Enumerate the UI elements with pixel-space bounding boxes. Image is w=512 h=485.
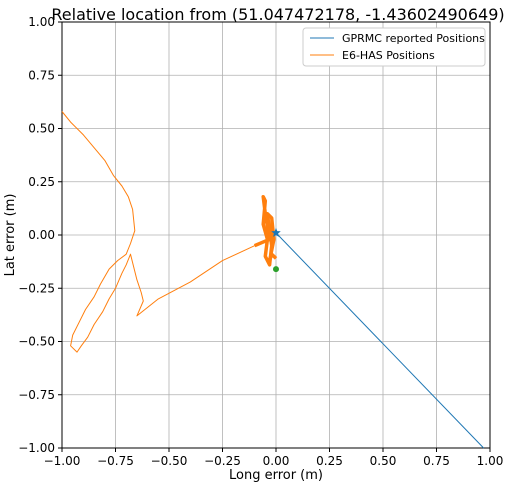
x-tick-label: 1.00 <box>477 454 504 468</box>
y-tick-label: 1.00 <box>28 15 55 29</box>
y-tick-label: −1.00 <box>18 441 55 455</box>
x-tick-label: −0.50 <box>151 454 188 468</box>
x-tick-label: 0.00 <box>263 454 290 468</box>
y-tick-label: 0.75 <box>28 68 55 82</box>
x-ticks: −1.00 −0.75 −0.50 −0.25 0.00 0.25 0.50 0.75 1.00 <box>44 448 504 468</box>
markers-group <box>271 227 281 273</box>
chart-title: Relative location from (51.047472178, -1… <box>51 5 504 24</box>
y-tick-label: −0.25 <box>18 281 55 295</box>
series-cluster-e6has <box>253 194 278 267</box>
x-tick-label: 0.75 <box>423 454 450 468</box>
y-tick-label: 0.00 <box>28 228 55 242</box>
x-tick-label: −0.75 <box>97 454 134 468</box>
legend-label-gprmc: GPRMC reported Positions <box>342 32 485 45</box>
x-axis-label: Long error (m) <box>229 468 323 483</box>
legend-label-e6has: E6-HAS Positions <box>342 49 435 62</box>
y-tick-label: −0.75 <box>18 388 55 402</box>
y-ticks: 1.00 0.75 0.50 0.25 0.00 −0.25 −0.50 −0.75 −1.00 <box>18 15 62 455</box>
legend-box <box>302 27 486 67</box>
end-marker <box>273 266 279 273</box>
x-tick-label: −1.00 <box>44 454 81 468</box>
x-tick-label: −0.25 <box>204 454 241 468</box>
series-line-0 <box>275 232 484 449</box>
y-tick-label: 0.50 <box>28 122 55 136</box>
x-tick-label: 0.25 <box>316 454 343 468</box>
y-tick-label: −0.50 <box>18 335 55 349</box>
start-marker <box>271 227 281 237</box>
y-tick-label: 0.25 <box>28 175 55 189</box>
y-axis-label: Lat error (m) <box>3 194 18 277</box>
series-group <box>61 111 484 449</box>
legend: GPRMC reported Positions E6-HAS Position… <box>302 27 486 67</box>
x-tick-label: 0.50 <box>370 454 397 468</box>
